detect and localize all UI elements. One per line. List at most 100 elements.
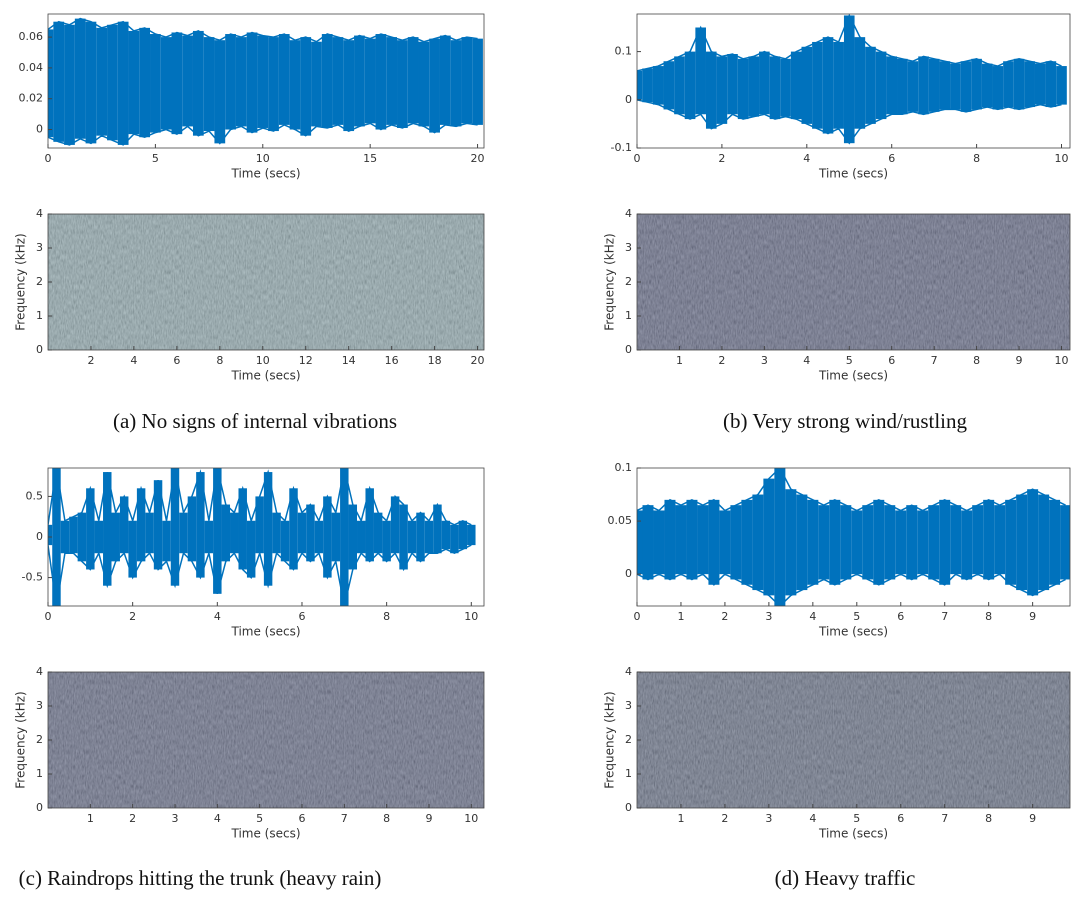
x-tick-label: 7: [341, 812, 348, 825]
x-tick-label: 20: [471, 152, 485, 165]
waveform-span: [60, 520, 70, 554]
waveform-span: [246, 32, 258, 133]
waveform-span: [961, 510, 973, 580]
x-tick-label: 20: [471, 354, 485, 367]
x-tick-label: 6: [888, 354, 895, 367]
x-tick-label: 14: [342, 354, 356, 367]
waveform-span: [675, 505, 687, 575]
x-tick-label: 3: [171, 812, 178, 825]
plot-area: [637, 672, 1070, 808]
waveform-span: [695, 27, 706, 115]
waveform-span: [441, 520, 451, 550]
waveform-span: [686, 499, 698, 580]
waveform-span: [741, 499, 753, 585]
y-tick-label: 0: [36, 530, 43, 543]
waveform-span: [257, 35, 269, 128]
waveform-span: [203, 37, 215, 132]
x-tick-label: 2: [718, 152, 725, 165]
waveform-span: [730, 505, 742, 580]
waveform-span: [450, 524, 459, 554]
waveform-span: [769, 56, 781, 120]
waveform-span: [1045, 61, 1057, 108]
waveform-span: [397, 40, 408, 128]
waveform-span: [851, 510, 863, 575]
caption: (c) Raindrops hitting the trunk (heavy r…: [19, 866, 382, 890]
plot-area: [48, 672, 484, 808]
waveform-span: [818, 505, 830, 580]
waveform-span: [373, 512, 383, 554]
waveform-span: [204, 520, 214, 554]
waveform-span: [1005, 499, 1017, 585]
waveform-span: [708, 499, 720, 585]
x-tick-label: 9: [425, 812, 432, 825]
waveform-span: [801, 46, 813, 124]
plot-area: [637, 468, 1070, 606]
waveform-span: [652, 66, 664, 105]
waveform-span: [321, 34, 333, 128]
spectrogram-texture: [48, 672, 484, 808]
waveform-span: [950, 63, 961, 110]
x-tick-label: 1: [87, 812, 94, 825]
x-tick-label: 8: [985, 610, 992, 623]
waveform-span: [458, 520, 468, 550]
x-tick-label: 7: [931, 354, 938, 367]
x-axis-label: Time (secs): [230, 827, 300, 841]
waveform-span: [875, 51, 887, 120]
x-tick-label: 10: [1055, 354, 1069, 367]
waveform-span: [785, 489, 797, 596]
x-tick-label: 8: [383, 812, 390, 825]
spectrogram-panel: 1 2 3 4 5 6 7 8 9 10 0 1 2 3 4 Time (secs) Frequency (kH…: [14, 665, 485, 841]
x-tick-label: 1: [677, 610, 684, 623]
x-tick-label: 18: [428, 354, 442, 367]
waveform-span: [196, 472, 205, 578]
x-tick-label: 5: [152, 152, 159, 165]
waveform-span: [48, 524, 53, 546]
waveform-span: [763, 478, 775, 596]
y-tick-label: 4: [625, 665, 632, 678]
caption: (d) Heavy traffic: [775, 866, 916, 890]
x-tick-label: 4: [809, 610, 816, 623]
waveform-span: [790, 51, 802, 120]
waveform-span: [906, 505, 918, 580]
x-tick-label: 2: [129, 610, 136, 623]
axes-box: [636, 13, 1071, 149]
x-axis-label: Time (secs): [230, 369, 300, 383]
waveform-span: [86, 488, 95, 570]
waveform-span: [386, 37, 398, 125]
waveform-span: [433, 504, 442, 554]
spectrogram-texture: [48, 214, 484, 350]
waveform-span: [705, 51, 717, 129]
waveform-span: [221, 504, 231, 562]
waveform-span: [280, 520, 290, 562]
waveform-span: [796, 494, 808, 591]
waveform-span: [1003, 61, 1014, 108]
waveform-span: [1013, 58, 1025, 110]
waveform-span: [314, 520, 324, 554]
waveform-span: [1024, 61, 1035, 108]
x-tick-label: 3: [765, 812, 772, 825]
waveform-span: [182, 35, 193, 127]
waveform-span: [399, 504, 408, 570]
waveform-span: [884, 505, 896, 580]
waveform-span: [64, 24, 75, 145]
waveform-span: [1034, 63, 1046, 105]
waveform-span: [289, 488, 298, 570]
x-tick-label: 2: [129, 812, 136, 825]
x-tick-label: 3: [765, 610, 772, 623]
waveform-span: [103, 472, 112, 586]
waveform-span: [85, 21, 97, 144]
x-tick-label: 7: [941, 812, 948, 825]
waveform-span: [450, 40, 462, 127]
y-axis-label: Frequency (kHz): [603, 691, 617, 788]
x-tick-label: 2: [721, 812, 728, 825]
x-tick-label: 8: [216, 354, 223, 367]
y-tick-label: 3: [36, 699, 43, 712]
waveform-span: [300, 37, 312, 136]
waveform-span: [972, 505, 984, 575]
x-tick-label: 0: [45, 152, 52, 165]
y-tick-label: -0.1: [611, 141, 632, 154]
y-tick-label: 0: [625, 93, 632, 106]
x-tick-label: 4: [809, 812, 816, 825]
